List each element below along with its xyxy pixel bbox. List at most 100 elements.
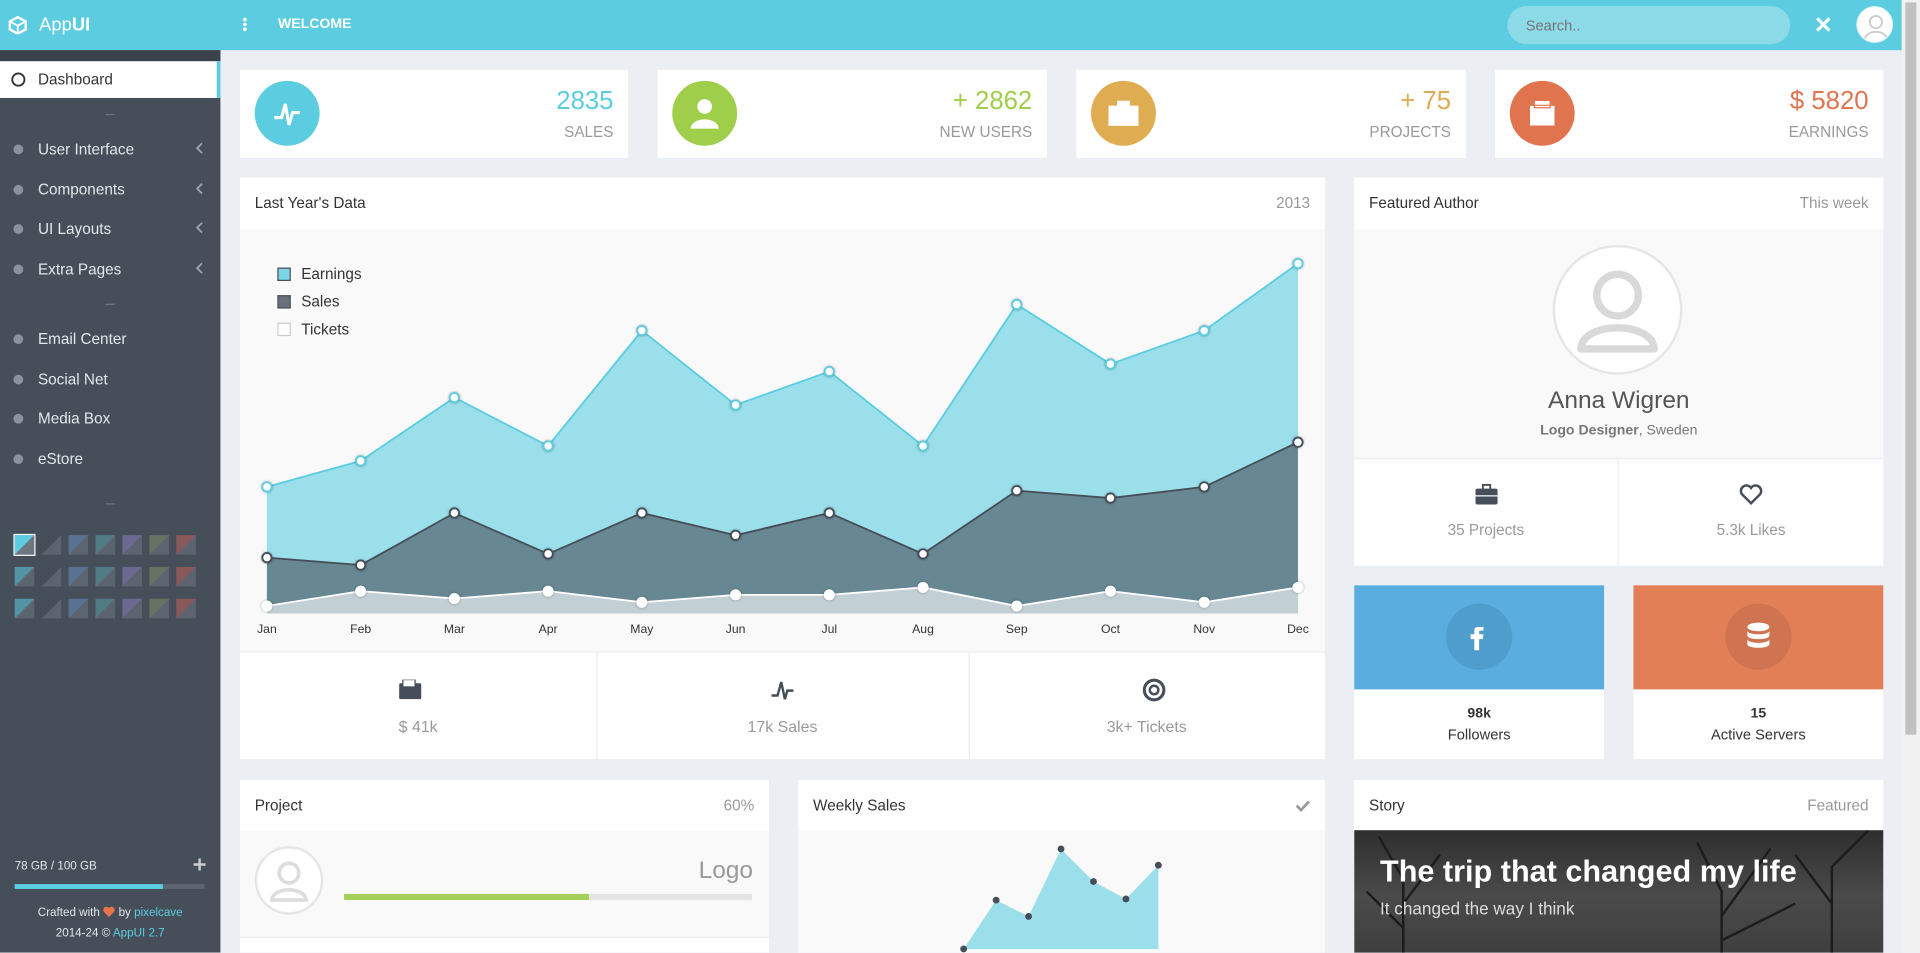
point bbox=[1104, 585, 1117, 597]
theme-swatch[interactable] bbox=[68, 535, 89, 555]
nav-item[interactable]: Dashboard bbox=[0, 61, 221, 98]
nav-label: User Interface bbox=[37, 140, 135, 158]
chevron bbox=[195, 222, 203, 234]
stat-card[interactable]: + 2862 NEW USERS bbox=[657, 69, 1047, 158]
point bbox=[730, 589, 742, 601]
theme-swatch[interactable] bbox=[149, 566, 169, 587]
nav-item[interactable]: Social Net bbox=[0, 361, 220, 398]
nav-item[interactable]: Components bbox=[0, 171, 220, 208]
circle bbox=[243, 17, 247, 22]
servers-tile[interactable]: 15 Active Servers bbox=[1633, 585, 1884, 760]
nav-icon bbox=[13, 264, 24, 275]
storage-add[interactable] bbox=[193, 858, 206, 871]
project-progress-label: 60% bbox=[723, 797, 755, 815]
theme-swatch[interactable] bbox=[95, 535, 116, 555]
theme-swatch[interactable] bbox=[68, 566, 89, 587]
theme-swatch[interactable] bbox=[95, 598, 116, 619]
separator bbox=[105, 503, 116, 505]
theme-swatch[interactable] bbox=[176, 598, 196, 619]
stat-card[interactable]: + 75 PROJECTS bbox=[1076, 69, 1466, 158]
chart-area: Jan Feb Mar Apr May Jun Jul Aug Sep Oct Nov Dec Earn… bbox=[240, 228, 1325, 652]
x-tick-label: Jan bbox=[257, 622, 277, 636]
stat-card[interactable]: 2835 SALES bbox=[240, 69, 629, 158]
point bbox=[1025, 912, 1033, 920]
point bbox=[1104, 492, 1117, 504]
point bbox=[917, 581, 929, 593]
summary-value: $ 41k bbox=[398, 717, 438, 736]
theme-swatch[interactable] bbox=[122, 535, 143, 555]
nav-item[interactable]: User Interface bbox=[0, 131, 220, 168]
stat-value: 2835 bbox=[556, 86, 614, 116]
followers-tile[interactable]: 98k Followers bbox=[1354, 585, 1605, 760]
theme-swatch[interactable] bbox=[14, 566, 35, 587]
path bbox=[1295, 800, 1310, 812]
point bbox=[448, 593, 460, 605]
database-icon bbox=[1725, 603, 1792, 670]
theme-swatch[interactable] bbox=[122, 566, 143, 587]
point bbox=[636, 596, 648, 608]
theme-swatch[interactable] bbox=[149, 535, 169, 555]
point bbox=[1090, 878, 1097, 885]
path bbox=[1365, 835, 1441, 953]
credit-link[interactable]: pixelcave bbox=[134, 906, 183, 920]
theme-swatch[interactable] bbox=[41, 566, 62, 587]
nav-chevron bbox=[195, 222, 203, 234]
point bbox=[636, 507, 648, 519]
nav-item[interactable]: Media Box bbox=[0, 400, 220, 437]
theme-swatch[interactable] bbox=[14, 598, 35, 619]
point bbox=[1198, 481, 1210, 493]
theme-swatch[interactable] bbox=[41, 535, 62, 555]
nav-item[interactable]: Extra Pages bbox=[0, 251, 220, 288]
theme-swatch[interactable] bbox=[95, 566, 116, 587]
stat-label: PROJECTS bbox=[1369, 123, 1452, 141]
nav-item[interactable]: eStore bbox=[0, 441, 220, 478]
panel-header: Weekly Sales bbox=[798, 780, 1325, 833]
panel-subtitle: This week bbox=[1799, 194, 1869, 212]
brand[interactable]: AppUI bbox=[39, 15, 90, 36]
theme-swatch[interactable] bbox=[13, 533, 36, 556]
story-image: The trip that changed my life It changed… bbox=[1354, 830, 1884, 953]
x-tick-label: Feb bbox=[350, 622, 371, 636]
point bbox=[1292, 581, 1304, 593]
credit-text: Crafted with bbox=[37, 906, 100, 920]
stat-icon bbox=[672, 80, 738, 146]
legend-label: Tickets bbox=[301, 321, 349, 338]
path bbox=[1696, 841, 1796, 953]
author-location: , Sweden bbox=[1638, 423, 1698, 439]
nav-icon bbox=[13, 454, 24, 465]
brand-bold: UI bbox=[71, 14, 91, 36]
stat-value: + 2862 bbox=[952, 86, 1033, 116]
copyright: 2014-24 © AppUI 2.7 bbox=[0, 927, 220, 940]
chevron bbox=[195, 262, 203, 274]
user-avatar[interactable] bbox=[1856, 6, 1894, 43]
sidebar-top bbox=[0, 50, 221, 62]
theme-swatch[interactable] bbox=[122, 598, 143, 619]
path bbox=[103, 906, 115, 918]
nav-item[interactable]: Email Center bbox=[0, 321, 220, 358]
theme-swatch[interactable] bbox=[176, 566, 196, 587]
settings-button[interactable] bbox=[1815, 16, 1832, 33]
nav-item[interactable]: UI Layouts bbox=[0, 211, 220, 248]
menu-toggle[interactable] bbox=[241, 16, 248, 33]
scrollbar-thumb[interactable] bbox=[1905, 2, 1917, 735]
icon-glyph bbox=[274, 103, 301, 126]
weekly-sales-panel: Weekly Sales bbox=[798, 780, 1325, 953]
nav-label: eStore bbox=[37, 450, 84, 468]
nav-label: Components bbox=[37, 181, 125, 199]
page-title: WELCOME bbox=[277, 17, 352, 32]
theme-swatch[interactable] bbox=[149, 598, 169, 619]
theme-swatch[interactable] bbox=[68, 598, 89, 619]
point bbox=[542, 585, 554, 597]
point bbox=[1154, 861, 1162, 869]
point bbox=[1011, 485, 1023, 497]
search-input[interactable] bbox=[1507, 6, 1791, 45]
version-link[interactable]: AppUI 2.7 bbox=[112, 926, 165, 941]
facebook-icon bbox=[1446, 603, 1513, 670]
theme-swatch[interactable] bbox=[41, 598, 62, 619]
path bbox=[1794, 830, 1870, 953]
stat-card[interactable]: $ 5820 EARNINGS bbox=[1495, 69, 1884, 158]
theme-swatch[interactable] bbox=[176, 535, 196, 555]
circle bbox=[1593, 270, 1643, 320]
check-icon[interactable] bbox=[1295, 800, 1311, 812]
tile-count: 15 bbox=[1750, 706, 1767, 722]
